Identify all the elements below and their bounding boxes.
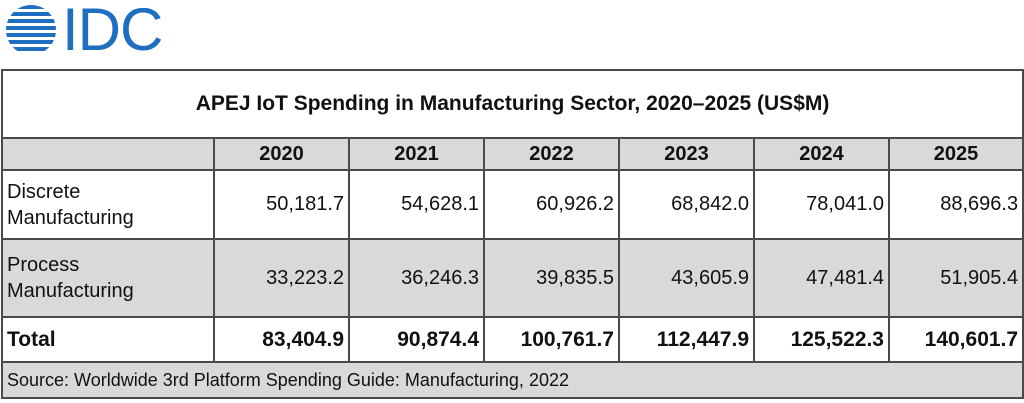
total-cell: 90,874.4 bbox=[348, 316, 485, 363]
total-cell: 112,447.9 bbox=[618, 316, 755, 363]
row-label-line: Process bbox=[7, 254, 80, 276]
total-cell: 100,761.7 bbox=[483, 316, 620, 363]
header-year-2022: 2022 bbox=[483, 137, 620, 171]
header-year-2024: 2024 bbox=[753, 137, 890, 171]
logo-text: IDC bbox=[62, 0, 163, 63]
row-label-line: Manufacturing bbox=[7, 280, 134, 302]
table-cell: 68,842.0 bbox=[618, 169, 755, 240]
header-year-2025: 2025 bbox=[887, 137, 1024, 171]
table-row: Discrete Manufacturing 50,181.7 54,628.1… bbox=[1, 169, 1024, 240]
header-year-2020: 2020 bbox=[213, 137, 350, 171]
header-year-2023: 2023 bbox=[618, 137, 755, 171]
row-label-process: Process Manufacturing bbox=[1, 238, 215, 318]
total-label: Total bbox=[1, 316, 215, 363]
total-cell: 83,404.9 bbox=[213, 316, 350, 363]
table-cell: 78,041.0 bbox=[753, 169, 890, 240]
total-row: Total 83,404.9 90,874.4 100,761.7 112,44… bbox=[1, 316, 1024, 363]
total-cell: 140,601.7 bbox=[887, 316, 1024, 363]
row-label-discrete: Discrete Manufacturing bbox=[1, 169, 215, 240]
table-cell: 33,223.2 bbox=[213, 238, 350, 318]
table-cell: 60,926.2 bbox=[483, 169, 620, 240]
spending-table: APEJ IoT Spending in Manufacturing Secto… bbox=[0, 69, 1024, 399]
header-year-2021: 2021 bbox=[348, 137, 485, 171]
table-cell: 50,181.7 bbox=[213, 169, 350, 240]
source-note: Source: Worldwide 3rd Platform Spending … bbox=[0, 361, 1024, 399]
row-label-line: Discrete bbox=[7, 180, 81, 203]
total-cell: 125,522.3 bbox=[753, 316, 890, 363]
table-cell: 43,605.9 bbox=[618, 238, 755, 318]
table-cell: 47,481.4 bbox=[753, 238, 890, 318]
header-empty bbox=[1, 137, 215, 171]
table-cell: 36,246.3 bbox=[348, 238, 485, 318]
header-row: 2020 2021 2022 2023 2024 2025 bbox=[1, 137, 1024, 171]
table-cell: 88,696.3 bbox=[887, 169, 1024, 240]
table-row: Process Manufacturing 33,223.2 36,246.3 … bbox=[1, 238, 1024, 318]
row-label-line: Manufacturing bbox=[7, 206, 134, 229]
globe-icon bbox=[6, 5, 56, 51]
table-title: APEJ IoT Spending in Manufacturing Secto… bbox=[0, 69, 1024, 139]
table-cell: 54,628.1 bbox=[348, 169, 485, 240]
idc-logo: IDC bbox=[4, 0, 163, 63]
table-cell: 51,905.4 bbox=[887, 238, 1024, 318]
table-cell: 39,835.5 bbox=[483, 238, 620, 318]
